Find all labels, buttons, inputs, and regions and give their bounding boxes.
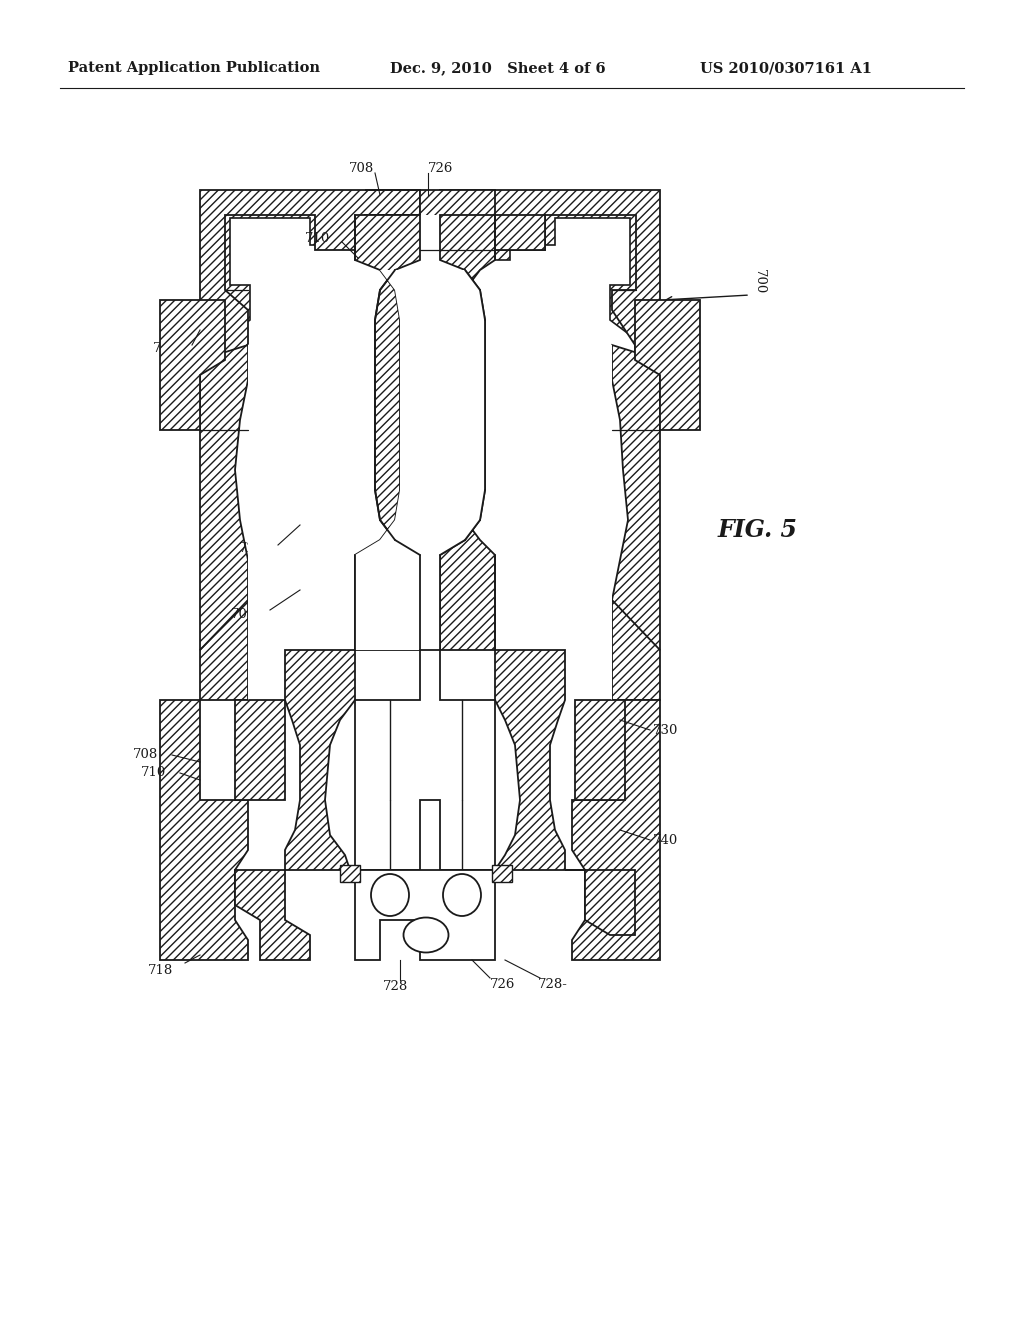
Polygon shape (285, 649, 355, 870)
Polygon shape (160, 300, 225, 430)
Ellipse shape (371, 874, 409, 916)
Polygon shape (355, 215, 420, 649)
Text: 718: 718 (147, 964, 173, 977)
Polygon shape (160, 700, 248, 960)
Polygon shape (565, 870, 635, 935)
Polygon shape (612, 601, 660, 700)
Text: 728: 728 (383, 979, 409, 993)
Text: 740: 740 (653, 833, 678, 846)
Text: 728-: 728- (538, 978, 568, 991)
Text: 724: 724 (153, 342, 178, 355)
Polygon shape (355, 649, 495, 870)
Text: 708: 708 (133, 748, 158, 762)
Polygon shape (234, 700, 285, 800)
Polygon shape (355, 870, 495, 960)
Text: 708: 708 (349, 161, 375, 174)
Polygon shape (492, 865, 512, 882)
Ellipse shape (403, 917, 449, 953)
Text: 700: 700 (753, 269, 766, 294)
Polygon shape (234, 870, 310, 960)
Polygon shape (440, 215, 495, 649)
Polygon shape (495, 649, 565, 870)
Text: Patent Application Publication: Patent Application Publication (68, 61, 319, 75)
Text: 726: 726 (428, 161, 454, 174)
Polygon shape (200, 601, 248, 700)
Ellipse shape (443, 874, 481, 916)
Polygon shape (200, 345, 248, 649)
Text: 730: 730 (653, 723, 678, 737)
Polygon shape (248, 215, 612, 870)
Text: 726: 726 (490, 978, 515, 991)
Polygon shape (575, 700, 625, 800)
Polygon shape (635, 300, 700, 430)
Polygon shape (612, 345, 660, 649)
Text: 722: 722 (239, 543, 264, 556)
Text: 706: 706 (230, 607, 256, 620)
Polygon shape (200, 190, 420, 360)
Polygon shape (355, 271, 485, 649)
Polygon shape (445, 201, 655, 350)
Text: FIG. 5: FIG. 5 (718, 517, 798, 543)
Text: 710: 710 (140, 767, 166, 780)
Polygon shape (365, 190, 545, 249)
Text: US 2010/0307161 A1: US 2010/0307161 A1 (700, 61, 872, 75)
Text: 710: 710 (305, 231, 330, 244)
Polygon shape (340, 865, 360, 882)
Polygon shape (205, 201, 415, 350)
Polygon shape (355, 201, 510, 260)
Text: Dec. 9, 2010   Sheet 4 of 6: Dec. 9, 2010 Sheet 4 of 6 (390, 61, 605, 75)
Polygon shape (440, 190, 660, 360)
Polygon shape (572, 700, 660, 960)
Text: 728: 728 (400, 393, 425, 407)
